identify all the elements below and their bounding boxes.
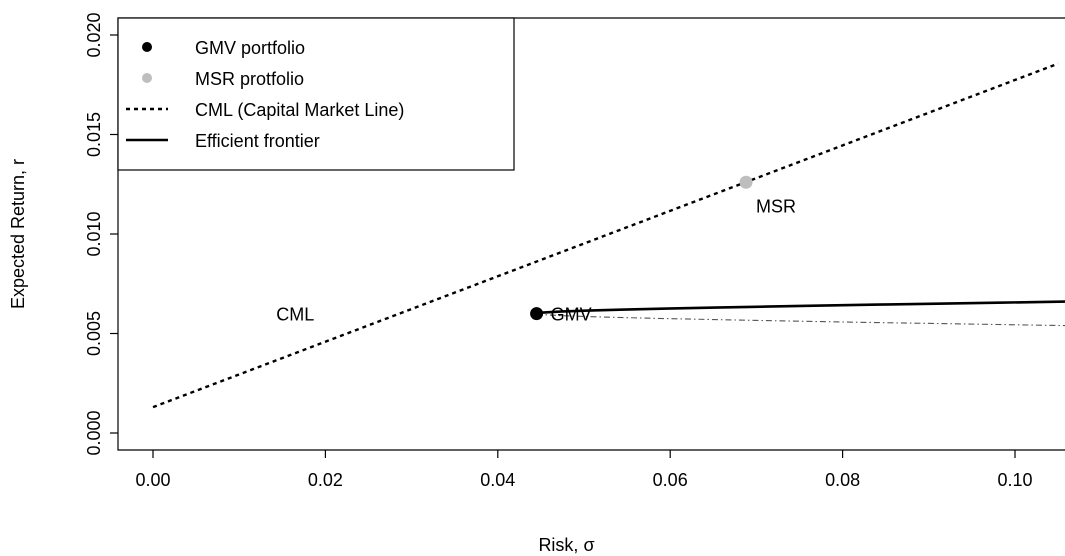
y-tick-label: 0.010 bbox=[84, 211, 104, 256]
x-tick-label: 0.04 bbox=[480, 470, 515, 490]
x-tick-label: 0.02 bbox=[308, 470, 343, 490]
cml-line bbox=[152, 62, 1059, 409]
y-tick-label: 0.015 bbox=[84, 112, 104, 157]
inefficient-frontier bbox=[536, 313, 1065, 327]
cml-annotation: CML bbox=[276, 305, 314, 325]
axes: 0.00 0.02 0.04 0.06 0.08 0.10 0.000 0.005 0.010 0… bbox=[84, 12, 1033, 490]
y-tick-label: 0.005 bbox=[84, 311, 104, 356]
gmv-label: GMV bbox=[551, 305, 592, 325]
y-axis-title: Expected Return, r bbox=[8, 159, 28, 309]
series-layer bbox=[152, 62, 1065, 409]
legend-label: MSR protfolio bbox=[195, 69, 304, 89]
legend-symbol-point bbox=[142, 73, 152, 83]
x-tick-label: 0.10 bbox=[997, 470, 1032, 490]
x-axis-title: Risk, σ bbox=[538, 535, 594, 555]
legend-box bbox=[117, 17, 515, 171]
legend-label: CML (Capital Market Line) bbox=[195, 100, 404, 120]
y-tick-label: 0.000 bbox=[84, 410, 104, 455]
x-tick-label: 0.00 bbox=[135, 470, 170, 490]
legend-label: GMV portfolio bbox=[195, 38, 305, 58]
msr-point bbox=[739, 175, 753, 189]
gmv-point bbox=[530, 307, 544, 321]
legend-symbol-point bbox=[142, 42, 152, 52]
legend-label: Efficient frontier bbox=[195, 131, 320, 151]
efficient-frontier bbox=[536, 300, 1065, 315]
x-tick-label: 0.08 bbox=[825, 470, 860, 490]
msr-label: MSR bbox=[756, 196, 796, 216]
x-tick-label: 0.06 bbox=[653, 470, 688, 490]
legend: GMV portfolio MSR protfolio CML (Capital M… bbox=[117, 17, 515, 171]
y-tick-label: 0.020 bbox=[84, 12, 104, 57]
